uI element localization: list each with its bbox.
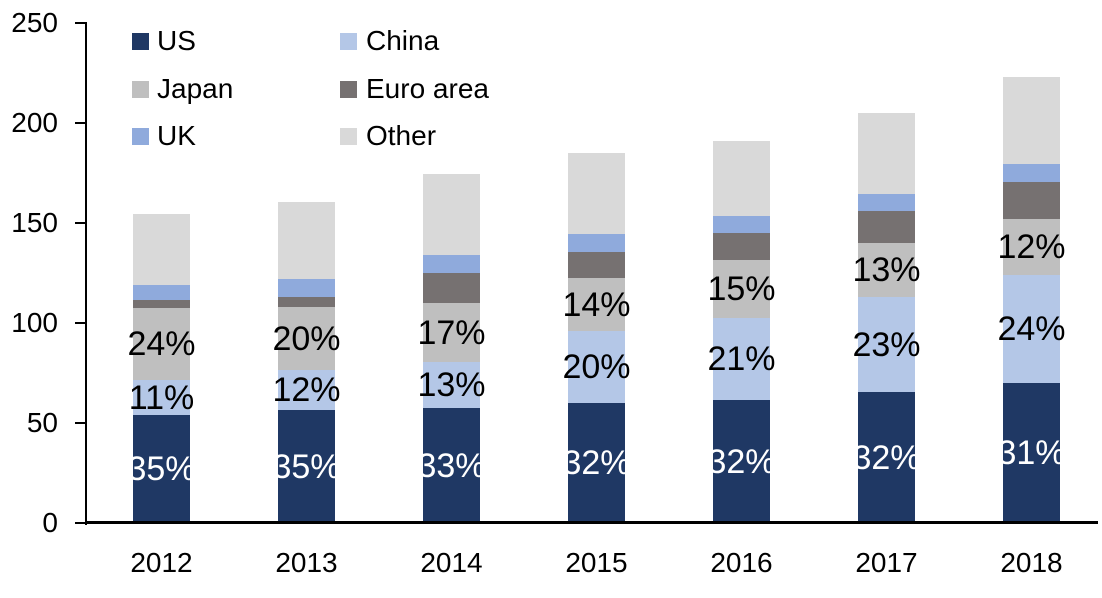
bar-segment-uk <box>1003 164 1060 182</box>
x-tick-label: 2018 <box>1000 547 1063 578</box>
bar-segment-label: 14% <box>562 285 631 324</box>
bar-segment-china <box>133 380 190 415</box>
x-tick-label: 2017 <box>855 547 918 578</box>
bar-segment-label: 32% <box>562 444 631 482</box>
x-tick-label: 2016 <box>710 547 773 578</box>
bar-segment-us <box>713 400 770 523</box>
bar-segment-label: 35% <box>272 447 341 486</box>
y-tick-label: 50 <box>26 407 58 438</box>
bar-segment-euro-area <box>423 273 480 303</box>
legend-label-us: US <box>157 25 196 56</box>
y-tick-label: 100 <box>11 307 58 338</box>
y-axis-line <box>85 22 87 525</box>
x-axis-line <box>85 521 1098 524</box>
bar-segment-label: 13% <box>852 251 921 289</box>
bar-segment-us <box>278 410 335 523</box>
bar-segment-japan <box>278 307 335 370</box>
y-axis-tick <box>75 422 85 424</box>
bar-segment-japan <box>1003 219 1060 275</box>
legend-swatch-other <box>340 127 357 145</box>
bar-segment-other <box>133 214 190 285</box>
bar-segment-us <box>1003 383 1060 523</box>
bar-segment-japan <box>423 303 480 362</box>
bar-segment-label: 15% <box>707 270 776 308</box>
bar-segment-label: 32% <box>707 442 776 481</box>
bar-segment-euro-area <box>278 297 335 307</box>
y-axis-tick <box>75 22 85 24</box>
bar-segment-us <box>133 415 190 523</box>
legend-swatch-china <box>340 32 357 50</box>
bar-segment-label: 20% <box>272 319 341 358</box>
legend-swatch-japan <box>132 80 149 98</box>
x-tick-label: 2015 <box>565 547 628 578</box>
x-tick-label: 2014 <box>420 547 483 578</box>
x-tick-label: 2013 <box>275 547 338 578</box>
bar-segment-us <box>568 403 625 523</box>
bar-segment-china <box>713 318 770 400</box>
bar-segment-label: 24% <box>997 310 1066 348</box>
bar-segment-label: 31% <box>997 434 1066 472</box>
y-axis-tick <box>75 322 85 324</box>
legend-swatch-us <box>132 32 149 50</box>
bar-segment-japan <box>568 278 625 331</box>
y-axis-tick <box>75 522 85 524</box>
bar-segment-euro-area <box>1003 182 1060 219</box>
bar-segment-us <box>858 392 915 523</box>
bar-segment-label: 11% <box>128 378 195 417</box>
y-tick-label: 250 <box>11 7 58 38</box>
bar-segment-euro-area <box>568 252 625 278</box>
bar-segment-label: 21% <box>707 340 776 378</box>
bar-segment-euro-area <box>858 211 915 243</box>
legend-label-uk: UK <box>157 120 196 151</box>
bar-segment-label: 33% <box>417 446 486 485</box>
legend-swatch-uk <box>132 127 149 145</box>
legend-label-china: China <box>366 25 440 56</box>
bar-segment-other <box>568 153 625 234</box>
bar-segment-us <box>423 408 480 523</box>
bar-segment-label: 24% <box>127 325 196 363</box>
bar-segment-china <box>858 297 915 392</box>
y-tick-label: 200 <box>11 107 58 138</box>
bar-segment-uk <box>713 216 770 233</box>
bar-segment-label: 12% <box>272 371 341 409</box>
x-tick-label: 2012 <box>130 547 193 578</box>
bar-segment-uk <box>568 234 625 252</box>
bar-segment-china <box>278 370 335 410</box>
bar-segment-other <box>1003 77 1060 164</box>
legend-label-euro-area: Euro area <box>366 73 489 104</box>
y-axis-tick <box>75 222 85 224</box>
bar-segment-label: 13% <box>417 366 486 404</box>
bar-segment-uk <box>423 255 480 273</box>
bar-segment-label: 17% <box>417 313 486 352</box>
bar-segment-uk <box>278 279 335 297</box>
bar-segment-other <box>713 141 770 216</box>
bar-segment-other <box>423 174 480 255</box>
bar-segment-china <box>568 331 625 403</box>
bar-segment-other <box>278 202 335 279</box>
legend-label-japan: Japan <box>157 73 234 104</box>
bar-segment-china <box>423 362 480 408</box>
bar-segment-label: 23% <box>852 325 921 364</box>
y-axis-tick <box>75 122 85 124</box>
bar-segment-china <box>1003 275 1060 383</box>
bar-segment-japan <box>858 243 915 297</box>
bar-segment-euro-area <box>133 300 190 308</box>
bar-segment-euro-area <box>713 233 770 260</box>
legend-label-other: Other <box>366 120 437 151</box>
bar-segment-other <box>858 113 915 194</box>
bar-segment-label: 35% <box>127 450 196 488</box>
bar-segment-japan <box>713 260 770 318</box>
legend-swatch-euro-area <box>340 80 357 98</box>
bar-segment-label: 20% <box>562 348 631 386</box>
bar-segment-uk <box>858 194 915 211</box>
bar-segment-label: 12% <box>997 228 1066 266</box>
bar-segment-uk <box>133 285 190 300</box>
bar-segment-japan <box>133 308 190 380</box>
bar-segment-label: 32% <box>852 438 921 477</box>
y-tick-label: 0 <box>42 507 58 538</box>
y-tick-label: 150 <box>11 207 58 238</box>
